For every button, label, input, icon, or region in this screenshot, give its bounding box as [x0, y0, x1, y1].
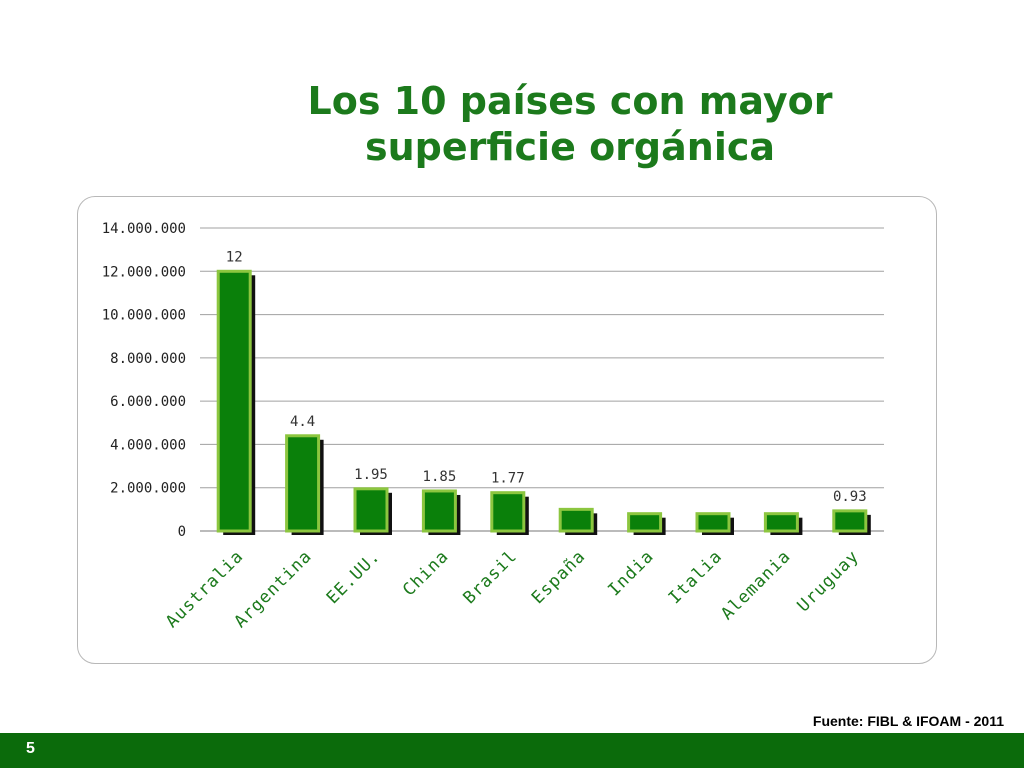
category-label: EE.UU. — [323, 546, 385, 608]
source-note: Fuente: FIBL & IFOAM - 2011 — [812, 713, 1004, 729]
bar — [558, 507, 594, 533]
bar — [627, 512, 663, 533]
bar — [421, 489, 457, 533]
footer-bar: 5 — [0, 733, 1024, 768]
category-label: España — [528, 546, 590, 608]
y-tick-label: 12.000.000 — [102, 264, 186, 280]
category-label: Brasil — [460, 546, 522, 608]
bar — [353, 487, 389, 533]
slide-title-line-1: Los 10 países con mayor — [307, 79, 833, 123]
bar — [832, 509, 868, 533]
chart-frame: 0 2.000.000 4.000.000 6.000.000 8.000.000 10.… — [77, 196, 937, 664]
y-tick-label: 8.000.000 — [110, 351, 186, 367]
slide-title-line-2: superficie orgánica — [364, 125, 776, 169]
data-label: 1.77 — [491, 471, 525, 487]
data-label: 12 — [226, 249, 243, 265]
bar-chart: 0 2.000.000 4.000.000 6.000.000 8.000.000 10.… — [102, 221, 884, 632]
bars — [216, 269, 871, 535]
bar — [216, 269, 252, 533]
bar — [763, 512, 799, 533]
y-tick-label: 2.000.000 — [110, 481, 186, 497]
category-label: Italia — [665, 546, 727, 608]
category-label: China — [399, 546, 453, 600]
category-label: India — [604, 546, 658, 600]
bar — [695, 512, 731, 533]
data-label: 0.93 — [833, 489, 867, 505]
y-axis-tick-labels: 0 2.000.000 4.000.000 6.000.000 8.000.000 10.… — [102, 221, 186, 540]
data-label: 1.85 — [423, 469, 457, 485]
category-label: Alemania — [717, 546, 795, 624]
y-tick-label: 14.000.000 — [102, 221, 186, 237]
y-tick-label: 10.000.000 — [102, 308, 186, 324]
y-tick-label: 4.000.000 — [110, 437, 186, 453]
slide-title: Los 10 países con mayor superficie orgán… — [260, 78, 880, 170]
page-number: 5 — [26, 740, 35, 757]
bar — [490, 491, 526, 533]
y-tick-label: 6.000.000 — [110, 394, 186, 410]
data-labels: 12 4.4 1.95 1.85 1.77 0.93 — [226, 249, 867, 505]
category-label: Uruguay — [794, 546, 864, 616]
bar — [285, 434, 321, 533]
data-label: 1.95 — [354, 467, 388, 483]
y-tick-label: 0 — [178, 524, 186, 540]
data-label: 4.4 — [290, 414, 315, 430]
